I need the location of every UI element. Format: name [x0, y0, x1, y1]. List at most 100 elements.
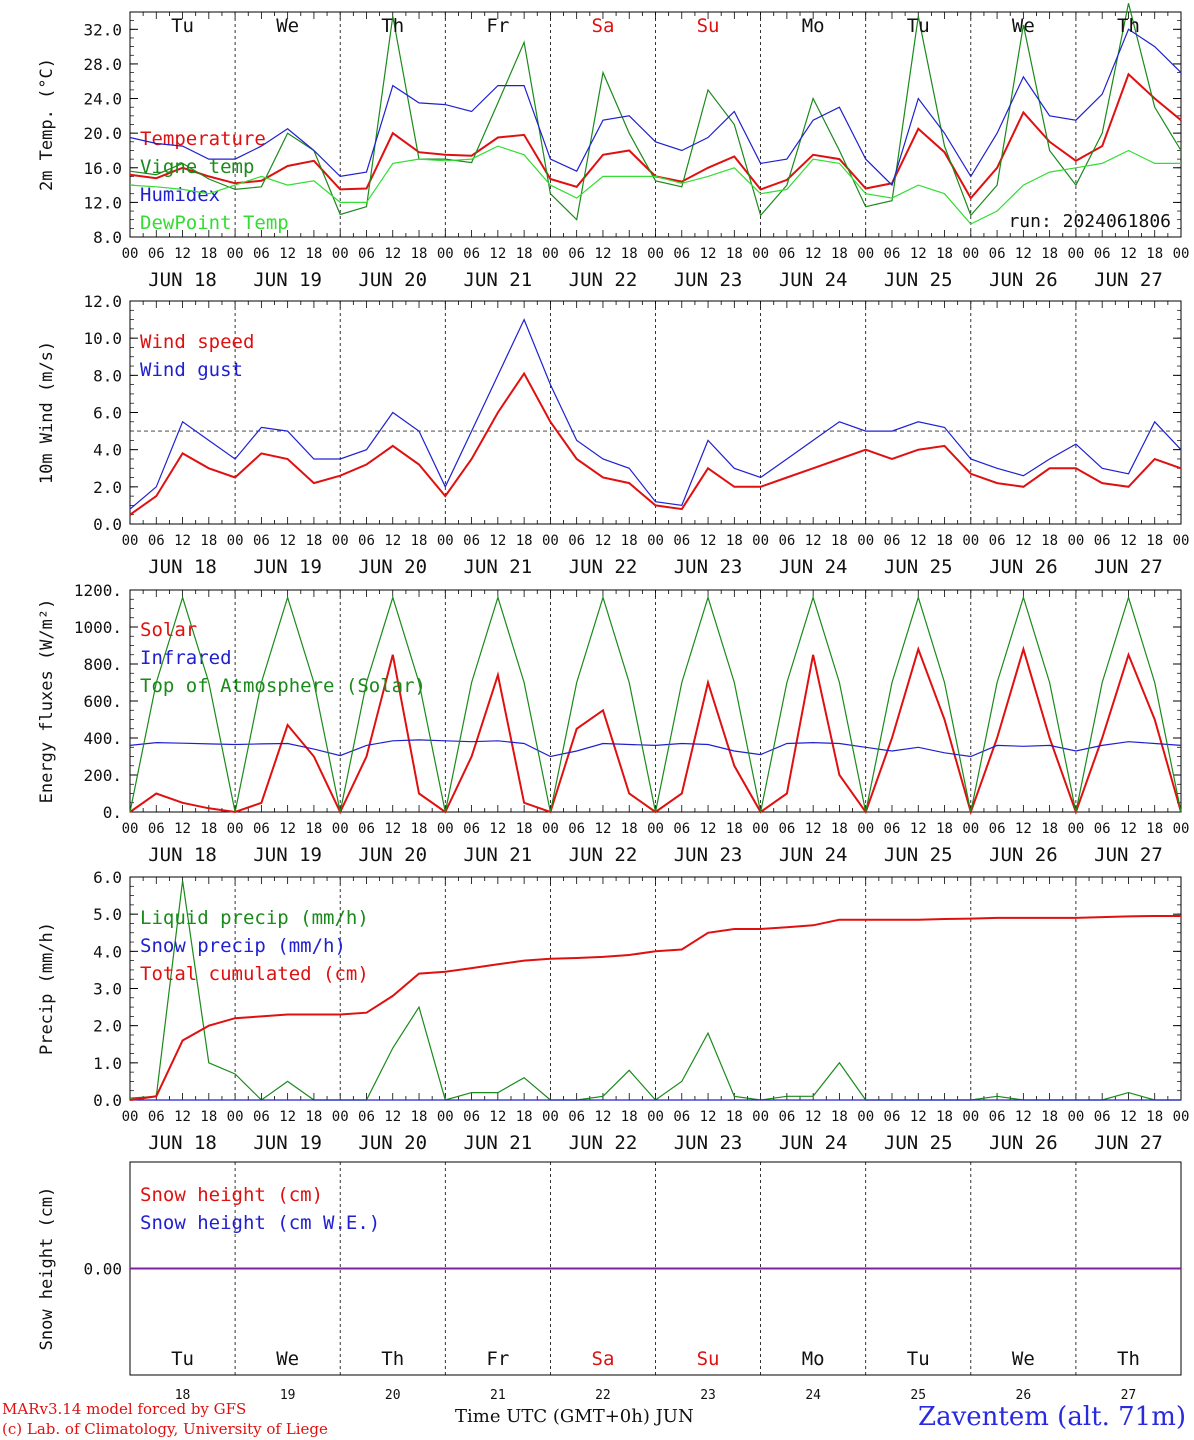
legend-entry: Humidex — [140, 184, 220, 206]
station-name: Zaventem (alt. 71m) — [918, 1402, 1186, 1432]
series-line-1 — [129, 371, 1182, 516]
hour-label: 00 — [1173, 246, 1190, 262]
y-tick-label: 600. — [83, 692, 122, 711]
hour-label: 00 — [752, 533, 769, 549]
hour-label: 00 — [227, 821, 244, 837]
hour-label: 18 — [200, 533, 217, 549]
hour-label: 18 — [936, 246, 953, 262]
y-tick-label: 16.0 — [83, 159, 122, 178]
date-label: JUN 25 — [884, 556, 953, 578]
hour-label: 00 — [227, 246, 244, 262]
hour-label: 00 — [962, 246, 979, 262]
y-tick-label: 2.0 — [93, 478, 122, 497]
y-tick-label: 6.0 — [93, 868, 122, 887]
day-number: 18 — [175, 1388, 191, 1403]
hour-label: 18 — [1041, 821, 1058, 837]
legend-entry: Snow height (cm W.E.) — [140, 1212, 380, 1234]
y-tick-label: 24.0 — [83, 90, 122, 109]
hour-label: 12 — [489, 533, 506, 549]
hour-label: 18 — [516, 246, 533, 262]
day-number: 27 — [1121, 1388, 1137, 1403]
hour-label: 12 — [489, 821, 506, 837]
day-name: Tu — [907, 1348, 930, 1370]
hour-label: 18 — [936, 821, 953, 837]
date-label: JUN 21 — [464, 556, 533, 578]
hour-label: 00 — [1067, 246, 1084, 262]
hour-label: 18 — [305, 1109, 322, 1125]
legend-entry: Vigne temp — [140, 156, 254, 178]
legend-entry: Liquid precip (mm/h) — [140, 907, 369, 929]
day-number: 23 — [700, 1388, 716, 1403]
date-label: JUN 22 — [569, 556, 638, 578]
hour-label: 06 — [148, 533, 165, 549]
hour-label: 06 — [884, 533, 901, 549]
hour-label: 00 — [437, 533, 454, 549]
date-label: JUN 24 — [779, 1132, 848, 1154]
hour-label: 00 — [542, 246, 559, 262]
hour-label: 18 — [936, 1109, 953, 1125]
hour-label: 12 — [1120, 246, 1137, 262]
legend-entry: Total cumulated (cm) — [140, 963, 369, 985]
hour-label: 06 — [884, 821, 901, 837]
day-name: Mo — [802, 1348, 825, 1370]
hour-label: 12 — [174, 821, 191, 837]
day-number: 21 — [490, 1388, 506, 1403]
date-label: JUN 24 — [779, 269, 848, 291]
hour-label: 00 — [437, 1109, 454, 1125]
series-line-3 — [129, 28, 1182, 187]
y-tick-label: 1200. — [74, 581, 122, 600]
legend-entry: Solar — [140, 619, 197, 641]
hour-label: 06 — [989, 1109, 1006, 1125]
hour-label: 06 — [463, 1109, 480, 1125]
hour-label: 00 — [752, 246, 769, 262]
hour-label: 12 — [174, 533, 191, 549]
y-tick-label: 200. — [83, 766, 122, 785]
lab-credit: (c) Lab. of Climatology, University of L… — [2, 1420, 328, 1438]
hour-label: 18 — [726, 246, 743, 262]
hour-label: 06 — [148, 821, 165, 837]
hour-label: 06 — [778, 246, 795, 262]
y-tick-label: 0.0 — [93, 515, 122, 534]
hour-label: 12 — [700, 821, 717, 837]
date-label: JUN 27 — [1094, 556, 1163, 578]
hour-label: 00 — [227, 1109, 244, 1125]
hour-label: 18 — [831, 1109, 848, 1125]
hour-label: 18 — [305, 246, 322, 262]
hour-label: 12 — [1120, 533, 1137, 549]
hour-label: 12 — [384, 821, 401, 837]
series-line-2 — [129, 3, 1182, 221]
day-number: 24 — [805, 1388, 821, 1403]
date-label: JUN 22 — [569, 269, 638, 291]
date-label: JUN 18 — [148, 556, 217, 578]
hour-label: 06 — [253, 821, 270, 837]
date-label: JUN 23 — [674, 844, 743, 866]
y-axis-title: 10m Wind (m/s) — [37, 341, 57, 484]
hour-label: 00 — [332, 246, 349, 262]
day-number: 19 — [280, 1388, 296, 1403]
hour-label: 06 — [358, 533, 375, 549]
y-tick-label: 2.0 — [93, 1017, 122, 1036]
hour-label: 06 — [358, 1109, 375, 1125]
y-tick-label: 32.0 — [83, 20, 122, 39]
hour-label: 06 — [673, 1109, 690, 1125]
y-axis-title: Snow height (cm) — [37, 1187, 57, 1351]
hour-label: 06 — [989, 533, 1006, 549]
day-name: Fr — [486, 1348, 509, 1370]
hour-label: 18 — [411, 821, 428, 837]
y-tick-label: 10.0 — [83, 329, 122, 348]
hour-label: 00 — [542, 1109, 559, 1125]
hour-label: 12 — [805, 1109, 822, 1125]
date-label: JUN 23 — [674, 269, 743, 291]
date-label: JUN 18 — [148, 1132, 217, 1154]
y-tick-label: 20.0 — [83, 124, 122, 143]
hour-label: 18 — [1041, 1109, 1058, 1125]
legend-entry: Wind gust — [140, 359, 243, 381]
series-line-3 — [129, 595, 1182, 813]
hour-label: 00 — [1067, 1109, 1084, 1125]
date-label: JUN 18 — [148, 269, 217, 291]
y-tick-label: 0.0 — [93, 1091, 122, 1110]
hour-label: 00 — [437, 246, 454, 262]
y-tick-label: 0.00 — [83, 1260, 122, 1279]
hour-label: 06 — [253, 533, 270, 549]
hour-label: 12 — [1015, 821, 1032, 837]
